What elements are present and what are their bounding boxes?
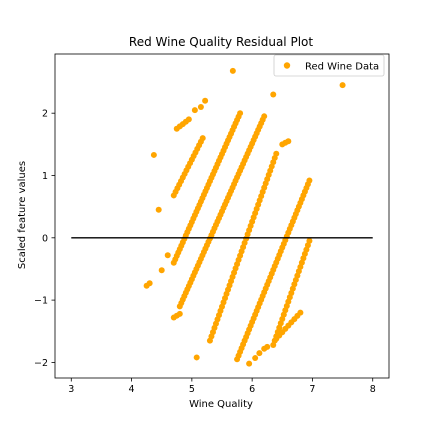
legend: Red Wine Data [273,54,385,77]
data-point [297,309,304,316]
data-point [158,267,165,274]
y-tick-label: 2 [42,109,48,120]
data-point [150,151,157,158]
y-tick-label: 0 [42,233,48,244]
x-axis-ticks: 3 4 5 6 7 8 [68,378,376,395]
data-point [193,354,200,361]
data-point [176,310,183,317]
data-point [306,177,313,184]
data-point [339,82,346,89]
chart-title: Red Wine Quality Residual Plot [129,35,313,49]
data-point [237,110,244,117]
y-axis-ticks: −2 −1 0 1 2 [34,109,55,369]
data-point [256,350,263,357]
x-tick-label: 4 [129,384,135,395]
data-point [285,138,292,145]
data-point [261,113,268,120]
data-point [273,150,280,157]
legend-series-label: Red Wine Data [305,62,379,73]
data-point [270,91,277,98]
x-tick-label: 3 [68,384,74,395]
x-tick-label: 7 [309,384,315,395]
legend-box [273,54,385,77]
plot-frame [54,53,390,379]
data-point [246,360,253,367]
data-point [229,67,236,74]
data-point [197,103,204,110]
data-point [143,282,150,289]
y-axis-label: Scaled feature values [17,161,28,269]
scatter-points [143,67,346,367]
data-point [191,107,198,114]
y-tick-label: −2 [34,358,48,369]
data-point [164,252,171,259]
data-point [264,343,271,350]
legend-marker [283,62,291,69]
y-tick-label: −1 [34,296,48,307]
data-point [155,206,162,213]
data-point [202,97,209,104]
data-point [199,135,206,142]
x-tick-label: 6 [249,384,255,395]
data-point [306,237,313,244]
data-point [185,116,192,123]
x-tick-label: 8 [370,384,376,395]
x-tick-label: 5 [189,384,195,395]
y-tick-label: 1 [42,171,48,182]
data-point [252,355,259,362]
x-axis-label: Wine Quality [189,399,253,410]
